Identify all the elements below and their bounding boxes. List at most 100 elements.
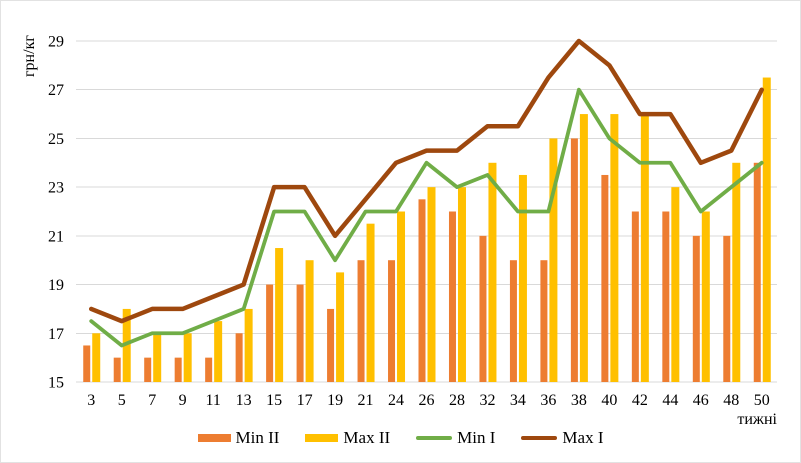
bar [488, 162, 497, 382]
bar [518, 174, 527, 382]
bar [144, 357, 152, 382]
y-axis-title: грн/кг [21, 35, 38, 77]
x-tick-label: 21 [358, 392, 374, 409]
x-tick-label: 3 [87, 392, 95, 409]
x-tick-label: 44 [662, 392, 678, 409]
x-tick-label: 17 [297, 392, 313, 409]
bar [357, 260, 365, 382]
x-tick-label: 13 [236, 392, 252, 409]
legend-swatch-min-ii [197, 434, 231, 442]
bar [479, 235, 487, 382]
x-tick-label: 26 [419, 392, 435, 409]
legend-label: Min I [457, 428, 496, 447]
y-tick-label: 15 [48, 375, 64, 392]
bar [692, 235, 700, 382]
chart-legend: Min II Max II Min I Max I [1, 428, 800, 448]
bar [214, 321, 223, 382]
y-tick-label: 27 [48, 82, 64, 99]
x-tick-label: 42 [632, 392, 648, 409]
bar [388, 260, 396, 382]
legend-item-max-ii: Max II [305, 428, 390, 448]
bar [397, 211, 406, 382]
bar [418, 199, 426, 382]
x-tick-label: 50 [754, 392, 770, 409]
legend-item-min-i: Min I [416, 428, 495, 448]
bar [540, 260, 548, 382]
bar [448, 211, 456, 382]
bar [671, 187, 680, 382]
bar [113, 357, 121, 382]
x-tick-label: 28 [449, 392, 465, 409]
y-tick-label: 29 [48, 34, 64, 51]
bar [662, 211, 670, 382]
x-tick-label: 32 [479, 392, 495, 409]
bar [640, 114, 649, 383]
bar [579, 114, 588, 383]
bar [174, 357, 182, 382]
x-tick-label: 5 [118, 392, 126, 409]
bar [610, 114, 619, 383]
bar [366, 223, 375, 382]
x-tick-label: 46 [693, 392, 709, 409]
y-axis-tick-labels: 15 17 19 21 23 25 27 29 [48, 34, 64, 392]
bar [205, 357, 213, 382]
x-tick-label: 7 [148, 392, 156, 409]
bar [244, 308, 253, 382]
line-min-i [89, 87, 764, 348]
bar [275, 248, 284, 382]
bar [336, 272, 345, 382]
bar [83, 345, 91, 382]
legend-label: Min II [235, 428, 280, 447]
y-tick-label: 23 [48, 180, 64, 197]
legend-item-min-ii: Min II [197, 428, 280, 448]
bar [235, 333, 243, 382]
y-tick-label: 21 [48, 228, 64, 245]
legend-swatch-max-ii [305, 434, 339, 442]
bar [509, 260, 517, 382]
x-axis-title: тижні [737, 411, 777, 428]
bar [92, 333, 101, 382]
x-tick-label: 40 [601, 392, 617, 409]
gridlines [76, 40, 777, 383]
y-tick-label: 17 [48, 326, 64, 343]
bars-min-ii [83, 138, 761, 382]
bar [723, 235, 731, 382]
line-max-i [88, 38, 765, 324]
bar [305, 260, 314, 382]
bar [427, 187, 436, 382]
x-tick-label: 9 [179, 392, 187, 409]
bar [701, 211, 710, 382]
legend-label: Max II [343, 428, 391, 447]
bar [296, 284, 304, 382]
x-tick-label: 36 [540, 392, 556, 409]
bar [631, 211, 639, 382]
bar [601, 174, 609, 382]
legend-swatch-max-i [521, 436, 558, 440]
bar [732, 162, 741, 382]
x-tick-label: 24 [388, 392, 404, 409]
bar [327, 308, 335, 382]
y-tick-label: 19 [48, 277, 64, 294]
bar [549, 138, 558, 382]
legend-label: Max I [562, 428, 604, 447]
bar [266, 284, 274, 382]
legend-swatch-min-i [416, 436, 453, 440]
bar [457, 187, 466, 382]
y-tick-label: 25 [48, 131, 64, 148]
x-tick-label: 15 [266, 392, 282, 409]
bar [753, 162, 761, 382]
x-axis-tick-labels: 3 5 7 9 11 13 15 17 19 21 24 26 28 32 34 36 38 40 42 44 46 48… [87, 392, 770, 409]
x-tick-label: 48 [723, 392, 739, 409]
x-tick-label: 34 [510, 392, 526, 409]
x-tick-label: 11 [205, 392, 220, 409]
bar [570, 138, 578, 382]
legend-item-max-i: Max I [521, 428, 603, 448]
x-tick-label: 19 [327, 392, 343, 409]
bar [183, 333, 192, 382]
x-tick-label: 38 [571, 392, 587, 409]
bar [762, 77, 771, 383]
bars-max-ii [92, 77, 771, 383]
bar [153, 333, 162, 382]
